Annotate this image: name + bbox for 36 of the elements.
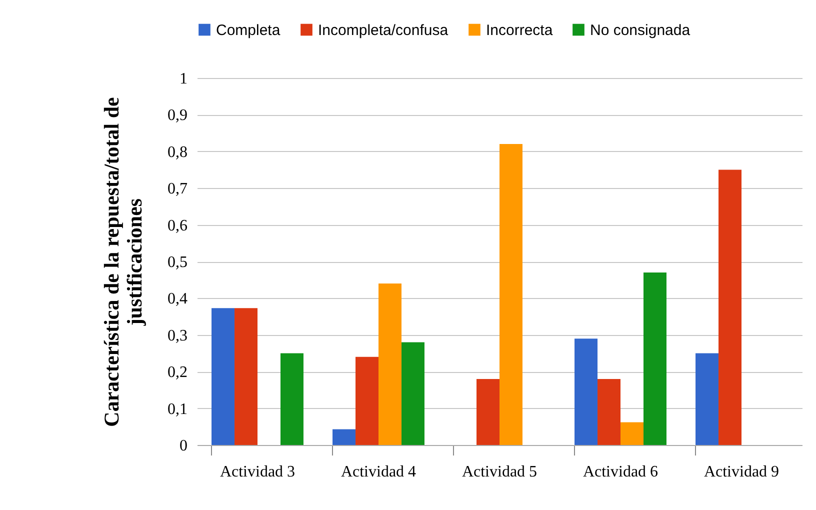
bar [696, 353, 719, 445]
legend-label: No consignada [590, 22, 691, 39]
bar [234, 308, 258, 445]
bar [356, 356, 378, 445]
y-tick-label: 0,8 [168, 144, 188, 161]
bar [620, 422, 644, 445]
bar [598, 378, 620, 445]
y-tick-label: 0,9 [168, 107, 188, 124]
y-tick-label: 0,7 [168, 180, 188, 198]
y-tick-label: 0,4 [168, 290, 188, 308]
bar [332, 429, 356, 445]
bar [476, 378, 500, 445]
y-tick-label: 0,1 [168, 400, 188, 418]
x-tick-label: Actividad 5 [462, 464, 538, 480]
bar [401, 342, 424, 445]
bar [280, 353, 304, 445]
bar [643, 272, 666, 445]
bar [500, 144, 522, 445]
x-tick-label: Actividad 9 [704, 464, 780, 480]
legend-label: Incorrecta [486, 22, 554, 39]
bar [378, 284, 402, 445]
y-tick-label: 0,2 [168, 364, 188, 382]
y-axis-title: Característica de la repuesta/total de justificaciones [100, 97, 146, 427]
x-tick-label: Actividad 4 [340, 464, 416, 480]
bar [212, 308, 235, 445]
y-tick-label: 0,6 [168, 217, 188, 234]
legend-label: Completa [216, 22, 281, 39]
legend-label: Incompleta/confusa [318, 22, 449, 39]
x-tick-label: Actividad 3 [220, 464, 296, 480]
bar [574, 338, 598, 445]
x-tick-label: Actividad 6 [582, 464, 658, 480]
bar [718, 170, 742, 445]
y-tick-label: 0 [180, 438, 188, 454]
y-tick-label: 1 [180, 70, 188, 88]
y-tick-label: 0,3 [168, 327, 188, 344]
y-tick-label: 0,5 [168, 254, 188, 271]
